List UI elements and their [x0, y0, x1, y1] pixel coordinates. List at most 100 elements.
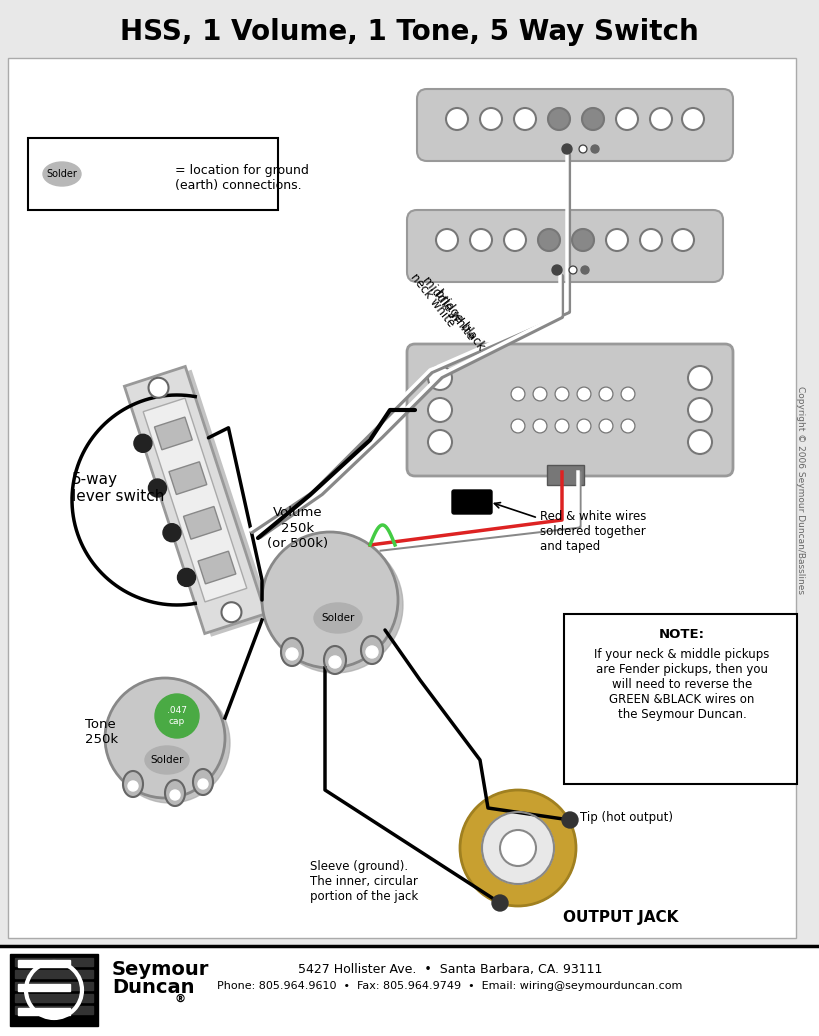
Circle shape	[492, 895, 508, 911]
FancyBboxPatch shape	[547, 465, 584, 485]
Text: If your neck & middle pickups
are Fender pickups, then you
will need to reverse : If your neck & middle pickups are Fender…	[595, 648, 770, 721]
Circle shape	[572, 229, 594, 251]
Ellipse shape	[314, 603, 362, 633]
Circle shape	[155, 694, 199, 738]
Circle shape	[533, 419, 547, 433]
Circle shape	[599, 419, 613, 433]
Ellipse shape	[281, 638, 303, 666]
Polygon shape	[131, 370, 272, 637]
Circle shape	[606, 229, 628, 251]
Circle shape	[555, 387, 569, 401]
Circle shape	[500, 830, 536, 866]
Text: Sleeve (ground).
The inner, circular
portion of the jack: Sleeve (ground). The inner, circular por…	[310, 860, 419, 903]
Circle shape	[170, 790, 180, 800]
Polygon shape	[198, 551, 236, 584]
Circle shape	[538, 229, 560, 251]
Circle shape	[650, 108, 672, 130]
Text: OUTPUT JACK: OUTPUT JACK	[563, 910, 678, 925]
Bar	[10, 954, 98, 1026]
FancyBboxPatch shape	[407, 344, 733, 476]
Circle shape	[688, 366, 712, 390]
Circle shape	[616, 108, 638, 130]
FancyBboxPatch shape	[407, 210, 723, 282]
Circle shape	[504, 229, 526, 251]
Circle shape	[148, 378, 169, 398]
Circle shape	[688, 398, 712, 422]
Circle shape	[582, 108, 604, 130]
FancyBboxPatch shape	[564, 614, 797, 784]
Text: = location for ground
(earth) connections.: = location for ground (earth) connection…	[175, 164, 309, 192]
Circle shape	[428, 430, 452, 454]
Bar	[15, 1006, 93, 1014]
Circle shape	[511, 387, 525, 401]
Bar	[15, 982, 93, 990]
Bar	[18, 1008, 70, 1015]
Polygon shape	[183, 507, 221, 539]
Circle shape	[688, 430, 712, 454]
Text: ®: ®	[175, 994, 186, 1004]
Circle shape	[555, 419, 569, 433]
Circle shape	[621, 387, 635, 401]
Ellipse shape	[43, 162, 81, 186]
Circle shape	[110, 683, 230, 803]
Ellipse shape	[145, 746, 189, 774]
Text: middle white: middle white	[420, 274, 477, 342]
Circle shape	[428, 366, 452, 390]
Text: Tone
250k: Tone 250k	[85, 718, 118, 746]
Circle shape	[163, 524, 181, 542]
Circle shape	[286, 648, 298, 660]
Text: Volume
250k
(or 500k): Volume 250k (or 500k)	[268, 507, 328, 549]
Circle shape	[562, 144, 572, 154]
Text: bridge black: bridge black	[432, 287, 487, 353]
Circle shape	[105, 678, 225, 798]
Circle shape	[591, 145, 599, 153]
FancyBboxPatch shape	[28, 138, 278, 210]
Circle shape	[579, 145, 587, 153]
Circle shape	[548, 108, 570, 130]
Text: HSS, 1 Volume, 1 Tone, 5 Way Switch: HSS, 1 Volume, 1 Tone, 5 Way Switch	[120, 18, 699, 46]
Circle shape	[569, 266, 577, 274]
Circle shape	[366, 646, 378, 658]
Circle shape	[533, 387, 547, 401]
Circle shape	[178, 569, 196, 586]
Circle shape	[514, 108, 536, 130]
Polygon shape	[169, 462, 207, 494]
Bar	[18, 984, 70, 991]
Bar	[0, 946, 819, 1036]
FancyBboxPatch shape	[417, 89, 733, 161]
Text: Copyright © 2006 Seymour Duncan/Basslines: Copyright © 2006 Seymour Duncan/Bassline…	[795, 386, 804, 594]
Polygon shape	[124, 367, 265, 634]
Circle shape	[148, 479, 166, 497]
Circle shape	[552, 265, 562, 275]
Circle shape	[682, 108, 704, 130]
Text: Red & white wires
soldered together
and taped: Red & white wires soldered together and …	[540, 510, 646, 553]
Text: Duncan: Duncan	[112, 978, 194, 997]
Circle shape	[511, 419, 525, 433]
Ellipse shape	[361, 636, 383, 664]
Circle shape	[480, 108, 502, 130]
Bar	[8, 58, 796, 938]
Circle shape	[128, 781, 138, 792]
Circle shape	[470, 229, 492, 251]
Text: neck white: neck white	[408, 270, 458, 329]
FancyBboxPatch shape	[452, 490, 492, 514]
Text: NOTE:: NOTE:	[659, 628, 705, 641]
Ellipse shape	[123, 771, 143, 797]
Text: Solder: Solder	[321, 613, 355, 623]
Circle shape	[134, 434, 152, 453]
Circle shape	[267, 537, 403, 673]
Circle shape	[640, 229, 662, 251]
Circle shape	[198, 779, 208, 789]
Bar	[15, 994, 93, 1002]
Polygon shape	[155, 418, 192, 450]
Circle shape	[548, 108, 570, 130]
Circle shape	[262, 533, 398, 668]
Text: .047
cap: .047 cap	[167, 707, 187, 725]
Circle shape	[221, 602, 242, 623]
Text: Solder: Solder	[151, 755, 183, 765]
Circle shape	[572, 229, 594, 251]
Bar	[18, 960, 70, 967]
Circle shape	[577, 419, 591, 433]
Circle shape	[446, 108, 468, 130]
Text: Solder: Solder	[47, 169, 78, 179]
